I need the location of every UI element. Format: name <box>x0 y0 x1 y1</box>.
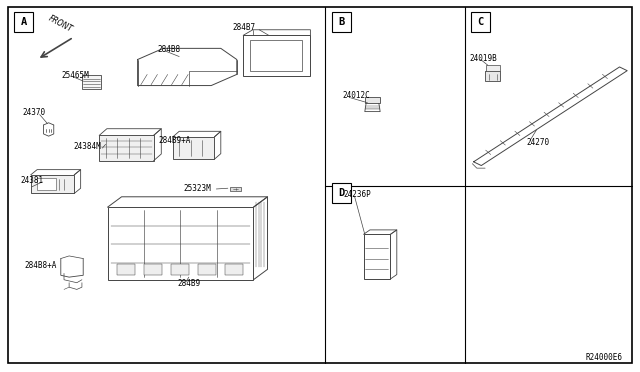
Text: FRONT: FRONT <box>47 14 74 34</box>
Text: 24381: 24381 <box>20 176 44 185</box>
Bar <box>243 35 310 76</box>
Bar <box>171 264 189 275</box>
Bar <box>485 71 500 81</box>
Text: 24012C: 24012C <box>342 92 370 100</box>
Text: B: B <box>338 17 344 27</box>
Bar <box>365 97 380 103</box>
Text: 284B8: 284B8 <box>157 45 180 54</box>
Bar <box>486 65 500 71</box>
Bar <box>82 75 101 89</box>
Bar <box>364 234 390 279</box>
Bar <box>144 264 162 275</box>
Bar <box>37 178 56 190</box>
Text: 25465M: 25465M <box>61 71 89 80</box>
Bar <box>173 137 214 159</box>
Text: 284B9+A: 284B9+A <box>159 136 191 145</box>
Text: 284B9: 284B9 <box>178 279 201 288</box>
Bar <box>225 264 243 275</box>
Bar <box>230 187 241 191</box>
Text: 24019B: 24019B <box>470 54 497 63</box>
Bar <box>31 175 74 193</box>
Text: C: C <box>477 17 484 27</box>
Text: 24384M: 24384M <box>74 142 101 151</box>
Bar <box>117 264 135 275</box>
Bar <box>471 12 490 32</box>
Text: 284B7: 284B7 <box>232 23 255 32</box>
Bar <box>99 135 154 161</box>
Text: R24000E6: R24000E6 <box>585 353 622 362</box>
Bar <box>332 183 351 203</box>
Text: 25323M: 25323M <box>184 185 211 193</box>
Bar <box>250 40 302 71</box>
Bar <box>14 12 33 32</box>
Bar <box>108 207 253 280</box>
Bar <box>332 12 351 32</box>
Text: 24270: 24270 <box>526 138 549 147</box>
Text: 284B8+A: 284B8+A <box>24 261 57 270</box>
Text: A: A <box>20 17 27 27</box>
Text: 24370: 24370 <box>22 108 45 117</box>
Text: D: D <box>338 188 344 198</box>
Text: 24236P: 24236P <box>344 190 371 199</box>
Bar <box>198 264 216 275</box>
